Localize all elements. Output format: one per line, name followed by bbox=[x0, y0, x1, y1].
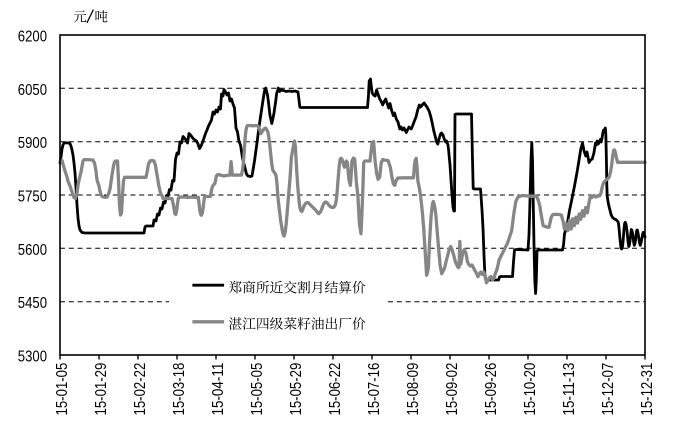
svg-text:15-03-18: 15-03-18 bbox=[171, 363, 188, 416]
svg-text:15-12-31: 15-12-31 bbox=[639, 363, 656, 416]
svg-text:15-01-05: 15-01-05 bbox=[54, 362, 71, 415]
svg-text:5900: 5900 bbox=[18, 135, 47, 152]
svg-text:15-01-29: 15-01-29 bbox=[93, 363, 110, 416]
svg-text:15-11-13: 15-11-13 bbox=[561, 363, 578, 416]
svg-text:15-09-02: 15-09-02 bbox=[444, 363, 461, 416]
svg-text:15-10-20: 15-10-20 bbox=[522, 362, 539, 415]
svg-text:6050: 6050 bbox=[18, 82, 47, 99]
svg-text:15-07-16: 15-07-16 bbox=[366, 363, 383, 416]
svg-text:15-06-22: 15-06-22 bbox=[327, 363, 344, 416]
svg-text:5450: 5450 bbox=[18, 295, 47, 312]
svg-text:15-05-05: 15-05-05 bbox=[249, 362, 266, 415]
svg-text:15-12-07: 15-12-07 bbox=[600, 363, 617, 416]
svg-text:5750: 5750 bbox=[18, 189, 47, 206]
svg-text:5600: 5600 bbox=[18, 242, 47, 259]
svg-text:15-04-11: 15-04-11 bbox=[210, 363, 227, 416]
svg-text:15-05-29: 15-05-29 bbox=[288, 363, 305, 416]
svg-text:5300: 5300 bbox=[18, 349, 47, 366]
svg-text:15-02-22: 15-02-22 bbox=[132, 363, 149, 416]
svg-text:15-08-09: 15-08-09 bbox=[405, 363, 422, 416]
svg-text:6200: 6200 bbox=[18, 29, 47, 46]
svg-text:15-09-26: 15-09-26 bbox=[483, 363, 500, 416]
